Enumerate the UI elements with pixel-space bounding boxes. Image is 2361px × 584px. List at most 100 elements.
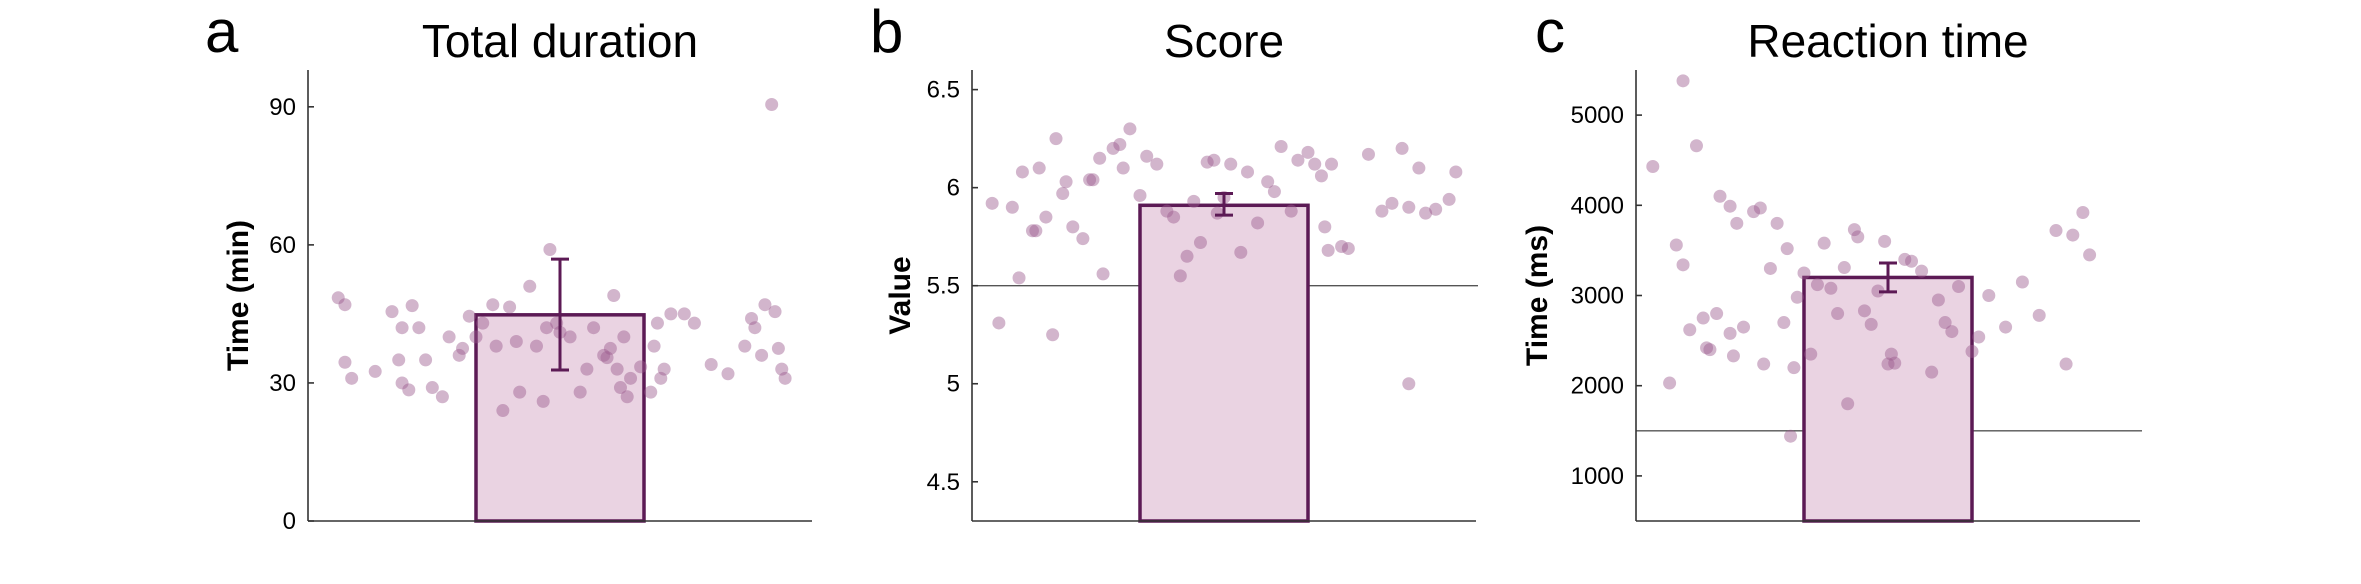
data-point [405, 299, 419, 313]
y-tick-label: 5 [947, 371, 960, 398]
data-point [1888, 356, 1902, 370]
data-point [613, 381, 627, 395]
data-point [1173, 269, 1187, 283]
data-point [1193, 236, 1207, 250]
chart-title: Reaction time [1747, 15, 2028, 67]
data-point [620, 390, 634, 404]
data-point [1029, 224, 1043, 238]
data-point [462, 309, 476, 323]
data-point [1116, 161, 1130, 175]
data-point [738, 339, 752, 353]
data-point [1663, 376, 1677, 390]
data-point [765, 98, 779, 112]
bar [1138, 203, 1310, 523]
data-point [412, 321, 426, 335]
data-point [610, 362, 624, 376]
data-point [395, 376, 409, 390]
data-point [1025, 224, 1039, 238]
data-point [1015, 165, 1029, 179]
data-point [1039, 210, 1053, 224]
data-point [1753, 201, 1767, 215]
data-point [1770, 216, 1784, 230]
data-point [1999, 320, 2013, 334]
data-point [1982, 289, 1996, 302]
y-axis-label: Value [884, 256, 917, 334]
data-point [1730, 216, 1744, 230]
data-point [1224, 157, 1238, 171]
data-point [1824, 281, 1838, 295]
data-point [1083, 173, 1097, 187]
data-point [624, 371, 638, 385]
data-point [1160, 204, 1174, 218]
data-point [1056, 187, 1070, 201]
data-point [1884, 347, 1898, 361]
data-point [1787, 361, 1801, 375]
data-point [1831, 307, 1845, 321]
data-point [600, 351, 614, 365]
panel-letter: c [1535, 0, 1565, 65]
data-point [1150, 157, 1164, 171]
data-point [1046, 328, 1060, 342]
data-point [442, 330, 456, 344]
data-point [331, 291, 345, 305]
data-point [1291, 153, 1305, 167]
panel-letter: a [205, 0, 239, 65]
data-point [2076, 206, 2090, 220]
error-bar [551, 257, 569, 372]
data-point [469, 330, 483, 344]
data-point [1140, 149, 1154, 163]
chart-panel-b: b Score 4.5 5 5.5 6 6.5 Value [870, 0, 1478, 523]
data-point [496, 404, 510, 418]
data-point [1308, 157, 1322, 171]
error-bar [1215, 192, 1233, 217]
data-point [338, 298, 352, 312]
data-point [1810, 278, 1824, 292]
data-point [1972, 330, 1986, 344]
data-point [1851, 230, 1865, 244]
data-point [1747, 205, 1761, 219]
data-point [1676, 74, 1690, 88]
data-point [2059, 357, 2073, 371]
data-point [338, 355, 352, 369]
data-point [1314, 169, 1328, 183]
data-point [1012, 271, 1026, 285]
data-point [1096, 267, 1110, 281]
data-point [1696, 311, 1710, 325]
data-point [704, 358, 718, 372]
data-point [1777, 316, 1791, 330]
data-point [1797, 266, 1811, 280]
data-point [395, 321, 409, 335]
data-point [1646, 160, 1660, 174]
data-point [1689, 139, 1703, 153]
data-point [1241, 165, 1255, 179]
data-point [1032, 161, 1046, 175]
data-point [1757, 357, 1771, 371]
data-point [573, 385, 587, 399]
data-point [1412, 161, 1426, 175]
data-point [1325, 157, 1339, 171]
data-point [1878, 234, 1892, 248]
data-point [1723, 199, 1737, 213]
data-point [1005, 200, 1019, 214]
data-point [1710, 307, 1724, 321]
data-point [607, 289, 621, 302]
data-point [677, 307, 691, 321]
data-point [1837, 261, 1851, 275]
data-point [1847, 223, 1861, 237]
data-point [1086, 173, 1100, 187]
data-point [1093, 151, 1107, 165]
data-point [402, 383, 416, 397]
data-point [1700, 341, 1714, 355]
data-point [1703, 343, 1717, 357]
data-point [778, 371, 792, 385]
data-point [536, 394, 550, 408]
y-tick-label: 4000 [1571, 192, 1624, 219]
data-point [1180, 249, 1194, 263]
data-point [489, 339, 503, 353]
data-point [748, 321, 762, 335]
data-point [1780, 242, 1794, 256]
data-point [1123, 122, 1137, 136]
data-point [392, 353, 406, 367]
data-point [452, 348, 466, 362]
y-tick-label: 90 [269, 94, 296, 121]
